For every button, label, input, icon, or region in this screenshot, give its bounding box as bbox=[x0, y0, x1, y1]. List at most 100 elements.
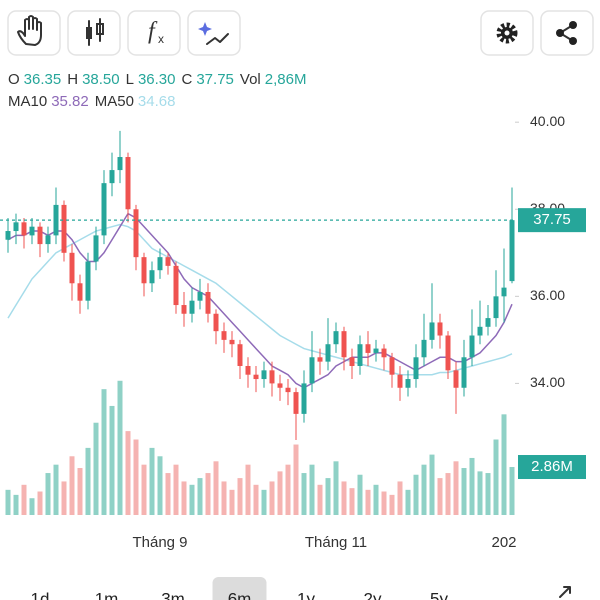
candle-body bbox=[93, 235, 99, 262]
volume-bar bbox=[445, 473, 451, 515]
header-label: C bbox=[182, 71, 193, 88]
candle-body bbox=[173, 265, 179, 306]
volume-bar bbox=[13, 494, 19, 515]
volume-bar bbox=[397, 481, 403, 515]
candle-body bbox=[357, 344, 363, 366]
volume-bar bbox=[341, 481, 347, 515]
volume-bar bbox=[453, 461, 459, 515]
indicator-button[interactable]: f x bbox=[127, 10, 181, 56]
candle-body bbox=[429, 322, 435, 340]
x-tick-label: 202 bbox=[491, 534, 516, 551]
candle-body bbox=[501, 287, 507, 297]
volume-bar bbox=[269, 481, 275, 515]
header-label: MA10 bbox=[8, 93, 47, 110]
ma50-line bbox=[7, 223, 513, 376]
volume-bar bbox=[437, 478, 443, 515]
share-button[interactable] bbox=[540, 10, 594, 56]
svg-text:x: x bbox=[158, 32, 164, 46]
candle-body bbox=[309, 357, 315, 384]
x-tick-label: Tháng 11 bbox=[305, 534, 367, 551]
volume-bar bbox=[245, 464, 251, 515]
volume-bar bbox=[413, 474, 419, 515]
volume-bar bbox=[53, 464, 59, 515]
volume-bar bbox=[181, 481, 187, 515]
candle-body bbox=[453, 370, 459, 388]
range-tab[interactable]: 6m bbox=[228, 589, 252, 600]
candle-body bbox=[45, 235, 51, 245]
candle-body bbox=[213, 313, 219, 332]
candle-body bbox=[277, 383, 283, 388]
header-value: 36.35 bbox=[24, 71, 62, 88]
volume-bar bbox=[349, 488, 355, 515]
candle-body bbox=[21, 222, 27, 236]
gesture-button[interactable] bbox=[7, 10, 61, 56]
candle-body bbox=[493, 296, 499, 319]
x-tick-label: Tháng 9 bbox=[132, 534, 187, 551]
ai-button[interactable] bbox=[187, 10, 241, 56]
header-value: 35.82 bbox=[51, 93, 89, 110]
candle-body bbox=[101, 183, 107, 236]
header-label: Vol bbox=[240, 71, 261, 88]
volume-bar bbox=[461, 468, 467, 515]
volume-bar bbox=[173, 464, 179, 515]
candle-body bbox=[5, 231, 11, 240]
settings-button[interactable] bbox=[480, 10, 534, 56]
volume-bar bbox=[109, 405, 115, 515]
candle-body bbox=[189, 300, 195, 314]
candle-body bbox=[389, 357, 395, 375]
volume-bar bbox=[309, 464, 315, 515]
volume-bar bbox=[357, 474, 363, 515]
range-tab[interactable]: 2y bbox=[364, 589, 382, 600]
candle-body bbox=[469, 335, 475, 358]
range-tab[interactable]: 1d bbox=[31, 589, 50, 600]
header-value: 37.75 bbox=[196, 71, 234, 88]
volume-box bbox=[518, 455, 586, 480]
y-tick-label: 36.00 bbox=[530, 287, 565, 303]
volume-bar bbox=[61, 481, 67, 515]
volume-bar bbox=[509, 467, 515, 515]
range-tabs: 1d 1m 3m 6m 1y 2y 5y bbox=[31, 577, 448, 600]
volume-bar bbox=[293, 444, 299, 515]
ma-header: MA10 35.82 MA50 34.68 bbox=[8, 93, 175, 110]
range-tab[interactable]: 3m bbox=[161, 589, 185, 600]
header-value: 38.50 bbox=[82, 71, 120, 88]
candle-body bbox=[341, 331, 347, 358]
expand-icon[interactable] bbox=[559, 586, 571, 598]
candle-body bbox=[245, 365, 251, 375]
header-value: 2,86M bbox=[265, 71, 307, 88]
volume-bar bbox=[189, 484, 195, 515]
range-tab[interactable]: 1m bbox=[95, 589, 119, 600]
candle-body bbox=[61, 204, 67, 253]
volume-bar bbox=[133, 439, 139, 515]
volume-bar bbox=[405, 489, 411, 515]
candle-body bbox=[77, 283, 83, 301]
range-tab[interactable]: 1y bbox=[297, 589, 315, 600]
volume-bar bbox=[389, 494, 395, 515]
candle-body bbox=[253, 374, 259, 380]
candle-body bbox=[381, 348, 387, 358]
candle-body bbox=[477, 326, 483, 336]
ma10-line bbox=[7, 212, 513, 389]
candle-body bbox=[181, 305, 187, 314]
candle-type-button[interactable] bbox=[67, 10, 121, 56]
volume-bar bbox=[301, 473, 307, 515]
last-price-label: 37.75 bbox=[533, 211, 571, 228]
range-tab[interactable]: 5y bbox=[430, 589, 448, 600]
header-label: O bbox=[8, 71, 20, 88]
volume-bar bbox=[477, 471, 483, 515]
candle-body bbox=[413, 357, 419, 380]
volume-bar bbox=[5, 489, 11, 515]
candle-body bbox=[197, 291, 203, 301]
candle-body bbox=[149, 270, 155, 284]
candle-body bbox=[117, 157, 123, 171]
volume-bar bbox=[229, 489, 235, 515]
volume-bar bbox=[429, 454, 435, 515]
candle-body bbox=[37, 226, 43, 245]
candle-body bbox=[293, 392, 299, 414]
candle-body bbox=[229, 339, 235, 345]
volume-bar bbox=[213, 461, 219, 515]
candle-body bbox=[485, 318, 491, 327]
volume-bar bbox=[117, 380, 123, 515]
candle-body bbox=[421, 339, 427, 358]
